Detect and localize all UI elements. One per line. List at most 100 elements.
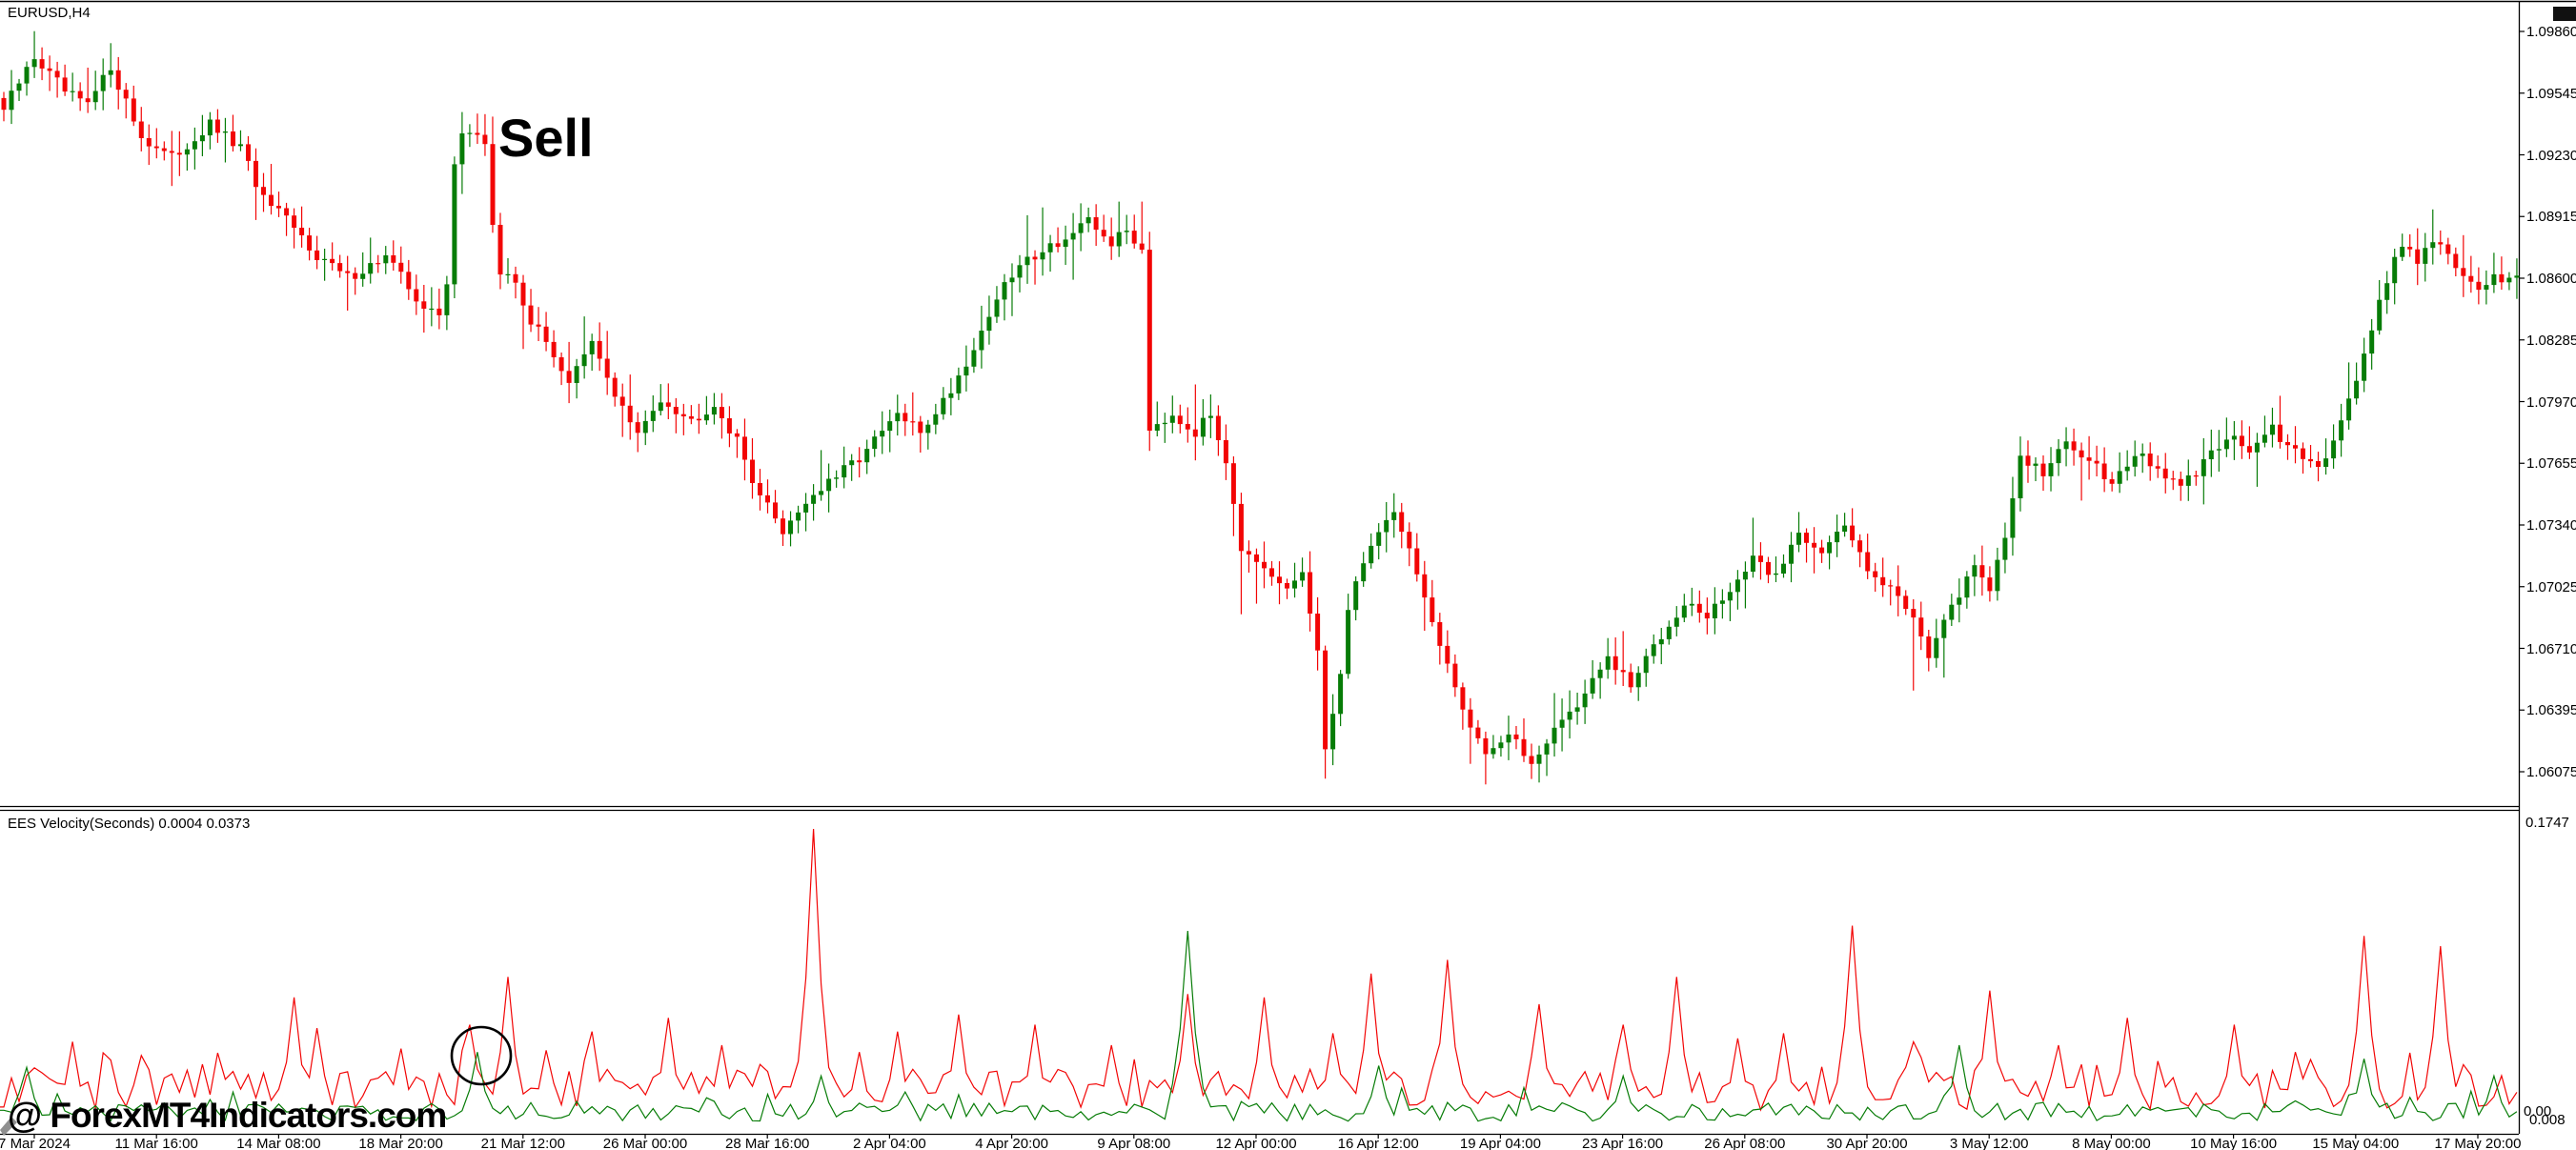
candle-body: [680, 414, 686, 416]
time-axis-label: 11 Mar 16:00: [114, 1136, 198, 1150]
candle-body: [857, 460, 862, 463]
candle-body: [398, 262, 404, 272]
candle-body: [108, 70, 113, 75]
candle-body: [1567, 711, 1572, 720]
candle-body: [490, 144, 496, 225]
candle-body: [826, 478, 832, 492]
candle-body: [1827, 542, 1833, 554]
candle-body: [153, 146, 159, 149]
candle-body: [2514, 275, 2520, 278]
candle-body: [2499, 273, 2505, 283]
candle-body: [1223, 440, 1228, 464]
candle-body: [2063, 441, 2069, 450]
candle-body: [2193, 475, 2199, 477]
candle-body: [452, 164, 457, 285]
candle-body: [1643, 656, 1649, 674]
candle-body: [192, 141, 197, 150]
candle-body: [842, 465, 847, 478]
candle-body: [2185, 475, 2191, 486]
time-axis-label: 26 Apr 08:00: [1704, 1136, 1786, 1150]
candle-body: [9, 91, 14, 111]
sell-annotation: Sell: [498, 108, 594, 168]
candle-body: [1613, 656, 1618, 671]
candle-body: [2445, 244, 2451, 254]
candle-body: [2208, 450, 2214, 459]
candlestick-series[interactable]: [1, 30, 2520, 785]
candle-body: [811, 494, 817, 504]
candle-body: [1704, 613, 1710, 619]
candle-body: [1819, 547, 1825, 554]
candle-body: [307, 235, 313, 251]
candle-body: [1521, 738, 1527, 757]
candle-body: [1475, 727, 1481, 738]
candle-body: [2086, 457, 2092, 461]
candle-body: [1047, 243, 1053, 252]
candle-body: [1719, 600, 1725, 604]
indicator-title: EES Velocity(Seconds) 0.0004 0.0373: [8, 816, 251, 832]
candle-body: [558, 357, 564, 372]
candle-body: [971, 350, 977, 367]
candle-body: [1529, 756, 1534, 764]
candle-body: [375, 263, 381, 265]
candle-body: [963, 366, 969, 376]
candle-body: [1918, 617, 1924, 636]
price-axis-label: 1.07655: [2526, 455, 2576, 473]
candle-body: [1628, 672, 1633, 688]
candle-body: [1582, 693, 1588, 708]
chart-corner-box[interactable]: [2553, 7, 2576, 21]
candle-body: [1742, 572, 1748, 580]
candle-body: [895, 413, 901, 422]
candle-body: [726, 418, 732, 434]
candle-body: [406, 272, 412, 290]
candle-body: [635, 422, 640, 434]
candle-body: [1238, 503, 1244, 552]
candle-body: [2384, 283, 2390, 300]
candle-body: [1696, 603, 1702, 614]
candle-body: [2270, 424, 2275, 435]
candle-body: [1835, 532, 1840, 543]
candle-body: [2117, 471, 2122, 484]
price-axis-label: 1.09860: [2526, 24, 2576, 40]
candle-body: [834, 477, 840, 479]
candle-body: [864, 449, 870, 463]
candle-body: [2377, 299, 2383, 331]
candle-body: [1101, 230, 1106, 237]
candle-body: [536, 324, 541, 327]
circle-annotation: [450, 1025, 513, 1086]
price-axis-label: 1.08915: [2526, 209, 2576, 226]
candle-body: [1185, 424, 1190, 430]
velocity-green-line: [0, 930, 2518, 1122]
candle-body: [1658, 638, 1664, 645]
candle-body: [176, 152, 182, 155]
candle-body: [2231, 435, 2237, 440]
candle-body: [903, 413, 908, 422]
candle-body: [2438, 242, 2444, 245]
candle-body: [383, 255, 389, 264]
time-axis-label: 7 Mar 2024: [0, 1136, 71, 1150]
indicator-axis-max-label: 0.1747: [2525, 815, 2569, 831]
candle-body: [269, 194, 274, 207]
candle-body: [497, 225, 503, 275]
candle-body: [1024, 256, 1030, 266]
candle-body: [2491, 273, 2497, 286]
candle-body: [994, 299, 1000, 317]
time-axis-label: 28 Mar 16:00: [724, 1136, 810, 1150]
candle-body: [1673, 617, 1679, 627]
candle-body: [39, 59, 45, 69]
candle-body: [2025, 455, 2031, 466]
candle-body: [619, 396, 625, 406]
candle-body: [62, 77, 68, 92]
price-axis-label: 1.06395: [2526, 702, 2576, 719]
candle-body: [276, 206, 281, 209]
candle-body: [222, 131, 228, 133]
time-axis-label: 21 Mar 12:00: [480, 1136, 565, 1150]
time-axis-label: 18 Mar 20:00: [358, 1136, 443, 1150]
candle-body: [986, 316, 992, 332]
candle-body: [1681, 605, 1687, 618]
candle-body: [2430, 242, 2436, 249]
candle-body: [796, 512, 801, 521]
candle-body: [2293, 445, 2298, 449]
candle-body: [444, 284, 450, 315]
candle-body: [16, 83, 22, 91]
